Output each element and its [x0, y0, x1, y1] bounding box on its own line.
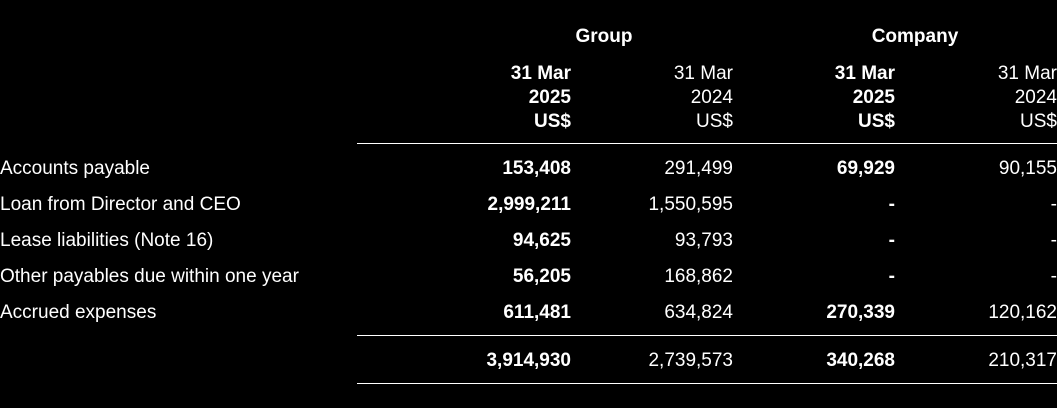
value-company-2024: 90,155: [998, 158, 1057, 179]
column-header-group-2024: 31 Mar 2024 US$: [674, 62, 733, 134]
value-company-2025: 270,339: [826, 302, 895, 323]
group-heading: Group: [575, 26, 633, 47]
column-header-company-2025: 31 Mar 2025 US$: [835, 62, 895, 134]
value-group-2024: 93,793: [674, 230, 733, 251]
column-header-date: 31 Mar: [510, 63, 571, 84]
column-header-currency: US$: [858, 111, 895, 132]
value-company-2024: -: [1050, 230, 1057, 251]
company-heading: Company: [871, 26, 959, 47]
column-header-currency: US$: [1020, 111, 1057, 132]
column-header-company-2024: 31 Mar 2024 US$: [998, 62, 1057, 134]
table-row: Loan from Director and CEO 2,999,211 1,5…: [0, 194, 1057, 230]
value-group-2025: 153,408: [502, 158, 571, 179]
header-rule: [357, 143, 1057, 144]
total-group-2024: 2,739,573: [648, 350, 733, 371]
value-group-2025: 2,999,211: [487, 194, 571, 215]
value-group-2024: 291,499: [664, 158, 733, 179]
total-row: 3,914,930 2,739,573 340,268 210,317: [0, 350, 1057, 386]
column-header-group-2025: 31 Mar 2025 US$: [511, 62, 571, 134]
row-label: Other payables due within one year: [0, 266, 299, 287]
total-company-2024: 210,317: [988, 350, 1057, 371]
value-group-2025: 94,625: [512, 230, 571, 251]
column-header-date: 31 Mar: [834, 63, 895, 84]
value-company-2025: -: [888, 194, 895, 215]
value-company-2025: -: [888, 230, 895, 251]
value-company-2024: -: [1050, 266, 1057, 287]
column-header-year: 2024: [690, 87, 733, 108]
table-row: Lease liabilities (Note 16) 94,625 93,79…: [0, 230, 1057, 266]
value-company-2025: 69,929: [836, 158, 895, 179]
row-label: Accrued expenses: [0, 302, 157, 323]
value-group-2025: 611,481: [503, 302, 571, 323]
column-header-date: 31 Mar: [997, 63, 1057, 84]
value-company-2025: -: [888, 266, 895, 287]
value-company-2024: -: [1050, 194, 1057, 215]
total-top-rule: [357, 335, 1057, 336]
value-group-2024: 634,824: [664, 302, 733, 323]
column-header-year: 2025: [528, 87, 571, 108]
total-bottom-rule: [357, 383, 1057, 384]
row-label: Loan from Director and CEO: [0, 194, 241, 215]
row-label: Lease liabilities (Note 16): [0, 230, 214, 251]
table-row: Other payables due within one year 56,20…: [0, 266, 1057, 302]
table-row: Accrued expenses 611,481 634,824 270,339…: [0, 302, 1057, 338]
column-header-year: 2025: [852, 87, 895, 108]
column-header-year: 2024: [1014, 87, 1057, 108]
value-group-2024: 1,550,595: [648, 194, 733, 215]
column-header-currency: US$: [534, 111, 571, 132]
column-header-currency: US$: [696, 111, 733, 132]
total-group-2025: 3,914,930: [486, 350, 571, 371]
table-row: Accounts payable 153,408 291,499 69,929 …: [0, 158, 1057, 194]
value-group-2024: 168,862: [664, 266, 733, 287]
total-company-2025: 340,268: [826, 350, 895, 371]
value-group-2025: 56,205: [512, 266, 571, 287]
column-header-date: 31 Mar: [673, 63, 733, 84]
row-label: Accounts payable: [0, 158, 150, 179]
value-company-2024: 120,162: [988, 302, 1057, 323]
